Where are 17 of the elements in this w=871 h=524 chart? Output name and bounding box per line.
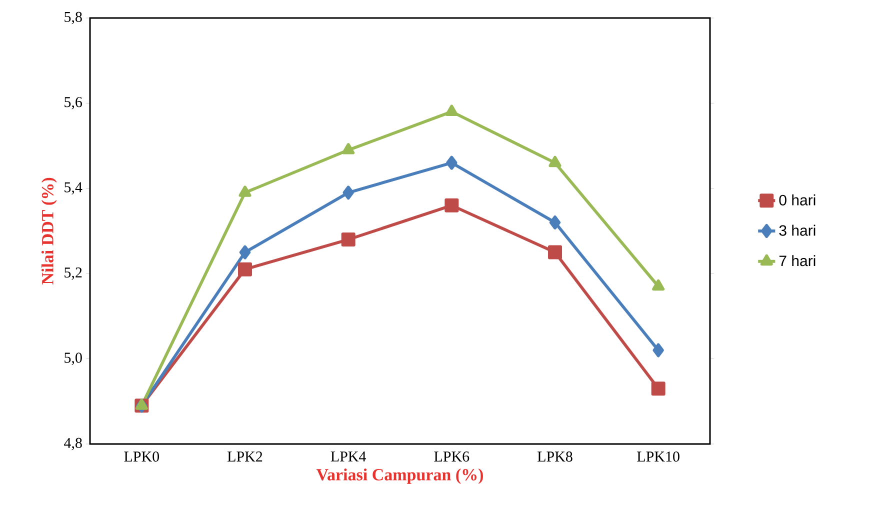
y-tick-label: 5,4 [64,182,82,194]
legend-label: 7 hari [779,255,816,266]
x-tick-label: LPK2 [228,452,262,462]
y-tick-label: 5,2 [64,267,82,280]
x-tick-label: LPK6 [434,452,470,462]
x-axis-title: Variasi Campuran (%) [316,468,483,484]
legend-label: 0 hari [779,194,816,206]
x-tick-label: LPK4 [330,452,366,462]
x-tick-label: LPK0 [124,452,160,462]
x-tick-label: LPK10 [637,452,680,462]
y-tick-label: 5,0 [64,352,82,365]
legend-label: 3 hari [779,224,816,236]
y-tick-label: 4,8 [64,438,82,450]
x-tick-label: LPK8 [538,452,572,462]
y-axis-title: Nilai DDT (%) [41,178,57,284]
y-tick-label: 5,6 [64,97,82,110]
y-tick-label: 5,8 [64,12,82,24]
